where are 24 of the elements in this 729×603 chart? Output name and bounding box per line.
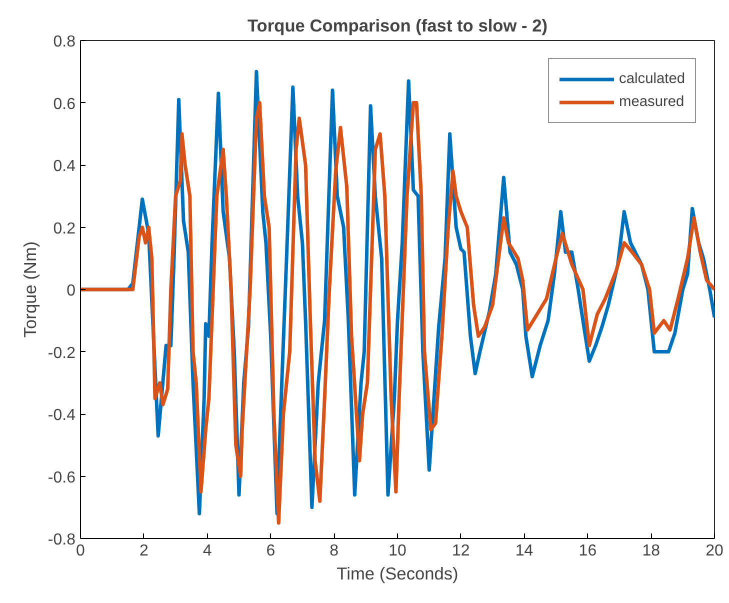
- legend-label: calculated: [619, 71, 685, 87]
- x-tick-label: 18: [642, 542, 660, 560]
- y-tick-label: -0.2: [48, 344, 76, 362]
- y-tick-label: 0: [66, 282, 76, 300]
- x-tick-label: 6: [266, 542, 276, 560]
- y-tick-label: -0.8: [48, 532, 76, 548]
- y-tick-label: 0.4: [53, 158, 76, 175]
- chart-title: Torque Comparison (fast to slow - 2): [247, 16, 548, 36]
- y-tick-label: -0.6: [48, 469, 76, 486]
- x-tick-label: 2: [139, 542, 148, 560]
- x-tick-label: 20: [706, 542, 724, 560]
- x-axis-title: Time (Seconds): [336, 564, 458, 584]
- y-tick-label: 0.8: [53, 34, 76, 50]
- x-tick-label: 12: [452, 542, 470, 560]
- x-tick-label: 4: [202, 542, 212, 560]
- y-tick-label: 0.6: [53, 96, 76, 113]
- y-tick-label: -0.4: [48, 407, 76, 424]
- x-tick-label: 10: [388, 542, 406, 560]
- legend-label: measured: [619, 94, 684, 110]
- x-tick-label: 16: [578, 542, 597, 560]
- x-tick-label: 14: [515, 542, 534, 560]
- y-tick-label: 0.2: [53, 220, 76, 238]
- y-axis-title: Torque (Nm): [20, 241, 40, 338]
- x-tick-label: 8: [330, 542, 339, 560]
